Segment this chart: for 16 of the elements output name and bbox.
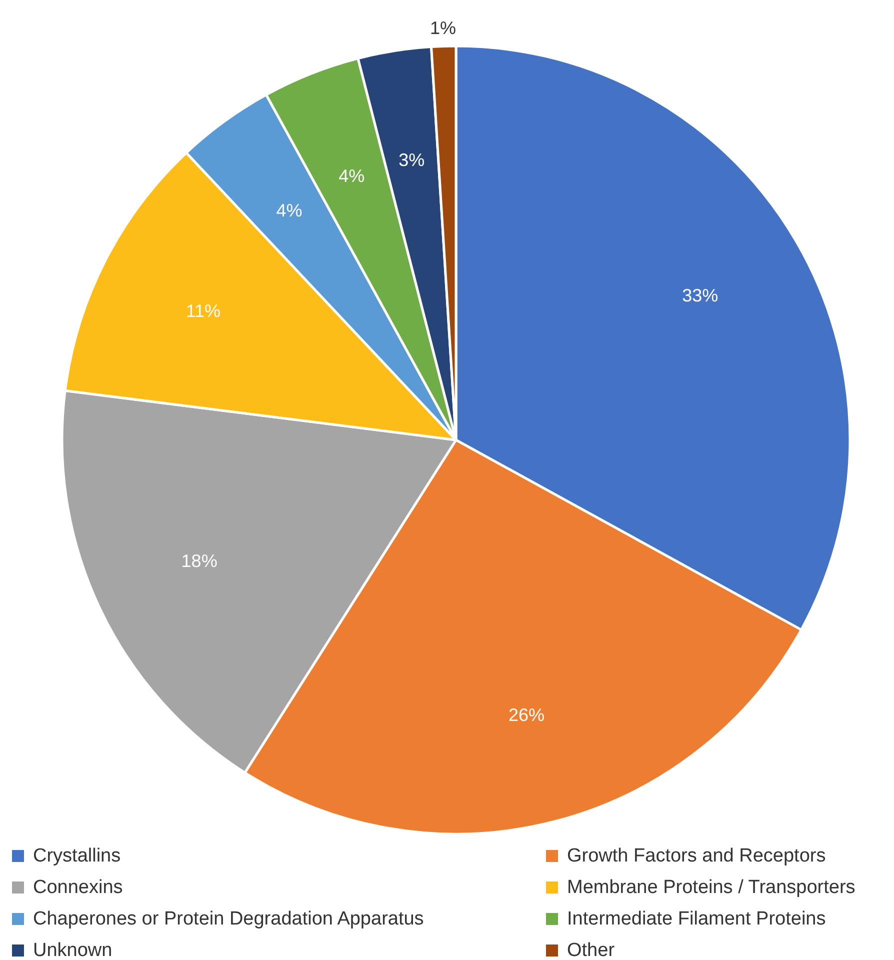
legend-label: Crystallins — [33, 846, 121, 866]
data-label: 4% — [276, 200, 302, 220]
data-label: 33% — [682, 286, 718, 306]
legend-label: Intermediate Filament Proteins — [567, 908, 826, 930]
legend-label: Other — [567, 940, 616, 960]
data-label: 11% — [186, 301, 221, 322]
legend-label: Unknown — [33, 940, 112, 960]
legend-label: Growth Factors and Receptors — [567, 846, 826, 866]
data-label: 18% — [181, 550, 218, 571]
data-label: 1% — [430, 18, 456, 38]
data-label: 26% — [508, 704, 545, 725]
legend-label: Membrane Proteins / Transporters — [567, 877, 856, 898]
data-label: 4% — [338, 166, 365, 186]
data-label: 3% — [398, 150, 425, 170]
legend-label: Connexins — [33, 877, 123, 898]
legend-label: Chaperones or Protein Degradation Apparatus — [33, 908, 424, 930]
